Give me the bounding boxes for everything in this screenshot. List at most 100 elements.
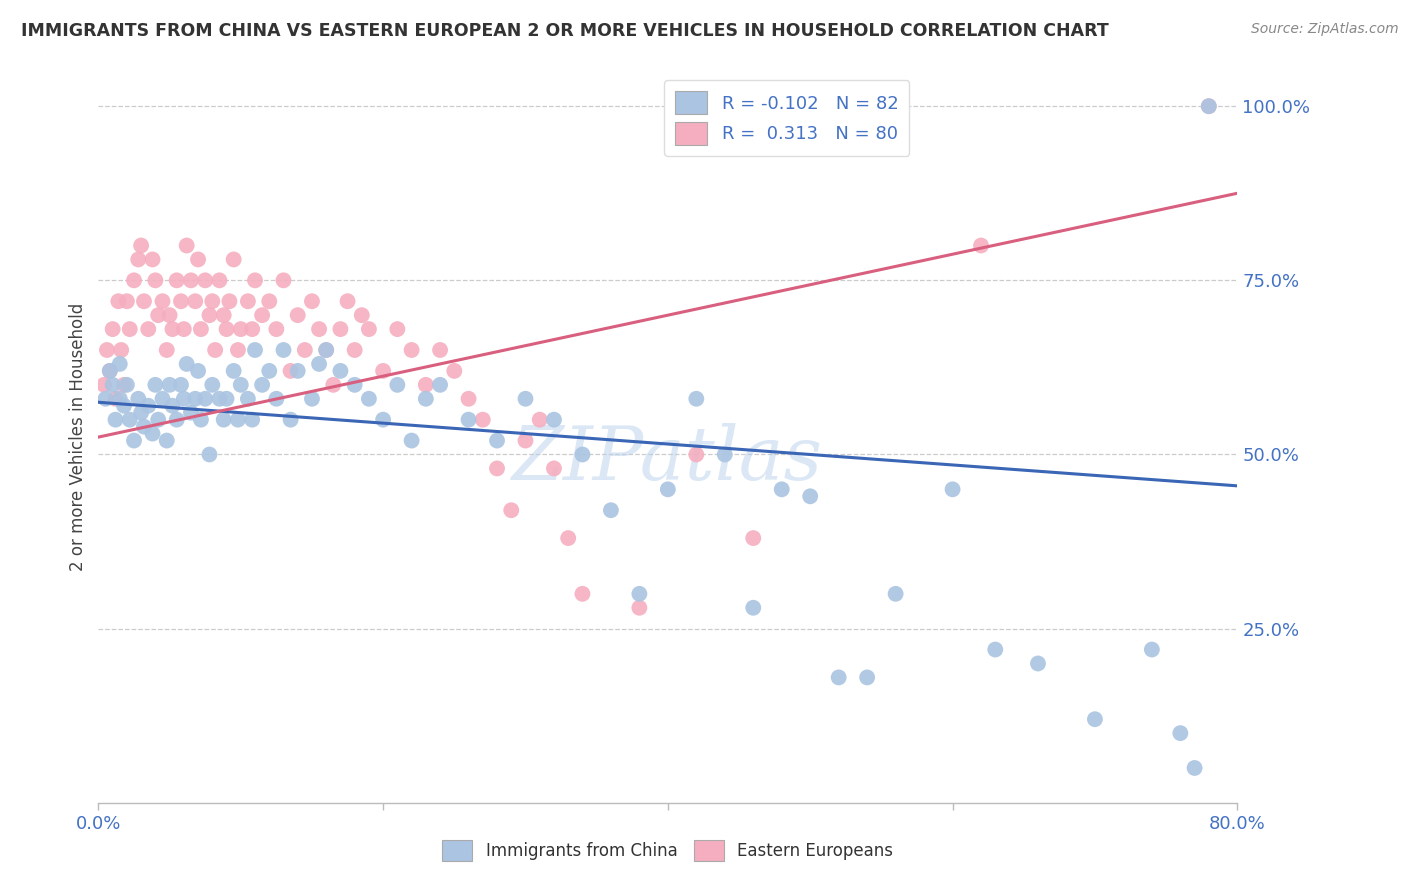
Point [884,587,907,601]
Point [373,364,395,378]
Point [486,434,509,448]
Point [250,377,273,392]
Point [240,412,263,426]
Point [600,503,623,517]
Point [148,308,170,322]
Point [322,377,344,392]
Point [343,343,366,357]
Point [373,412,395,426]
Point [115,377,138,392]
Point [308,322,330,336]
Point [515,434,537,448]
Point [122,273,145,287]
Point [93,377,115,392]
Point [190,412,212,426]
Point [280,364,302,378]
Point [141,252,163,267]
Point [229,322,252,336]
Point [457,392,479,406]
Point [127,252,149,267]
Point [156,434,179,448]
Point [222,364,245,378]
Point [301,392,323,406]
Point [152,294,174,309]
Point [201,294,224,309]
Point [685,448,707,462]
Point [104,412,127,426]
Point [308,357,330,371]
Point [226,343,249,357]
Point [714,448,737,462]
Point [571,448,593,462]
Point [515,392,537,406]
Point [94,392,117,406]
Point [1026,657,1049,671]
Point [259,294,281,309]
Point [187,364,209,378]
Point [170,377,193,392]
Text: IMMIGRANTS FROM CHINA VS EASTERN EUROPEAN 2 OR MORE VEHICLES IN HOUSEHOLD CORREL: IMMIGRANTS FROM CHINA VS EASTERN EUROPEA… [21,22,1109,40]
Point [101,377,124,392]
Point [294,343,316,357]
Point [543,461,565,475]
Point [443,364,465,378]
Point [742,600,765,615]
Point [336,294,359,309]
Point [1084,712,1107,726]
Point [471,412,494,426]
Point [742,531,765,545]
Point [104,392,127,406]
Point [984,642,1007,657]
Point [222,252,245,267]
Point [401,343,423,357]
Point [457,412,479,426]
Point [187,252,209,267]
Point [204,343,226,357]
Point [145,273,167,287]
Point [250,308,273,322]
Point [770,483,793,497]
Point [96,343,118,357]
Point [1198,99,1220,113]
Point [942,483,965,497]
Point [118,322,141,336]
Point [387,377,409,392]
Point [170,294,193,309]
Point [856,670,879,684]
Point [156,343,179,357]
Point [273,273,295,287]
Point [266,322,288,336]
Text: Source: ZipAtlas.com: Source: ZipAtlas.com [1251,22,1399,37]
Point [190,322,212,336]
Point [127,392,149,406]
Point [571,587,593,601]
Point [108,392,131,406]
Point [628,600,651,615]
Point [357,392,380,406]
Point [501,503,523,517]
Point [107,294,129,309]
Text: ZIPatlas: ZIPatlas [512,423,824,495]
Point [108,357,131,371]
Point [159,308,181,322]
Point [401,434,423,448]
Point [112,399,135,413]
Point [212,412,235,426]
Point [343,377,366,392]
Point [628,587,651,601]
Point [129,406,152,420]
Point [1140,642,1163,657]
Point [657,483,679,497]
Point [184,294,207,309]
Point [280,412,302,426]
Point [136,322,159,336]
Point [429,343,451,357]
Point [194,273,217,287]
Point [118,412,141,426]
Point [159,377,181,392]
Point [266,392,288,406]
Point [415,377,437,392]
Point [198,308,221,322]
Point [229,377,252,392]
Point [970,238,993,252]
